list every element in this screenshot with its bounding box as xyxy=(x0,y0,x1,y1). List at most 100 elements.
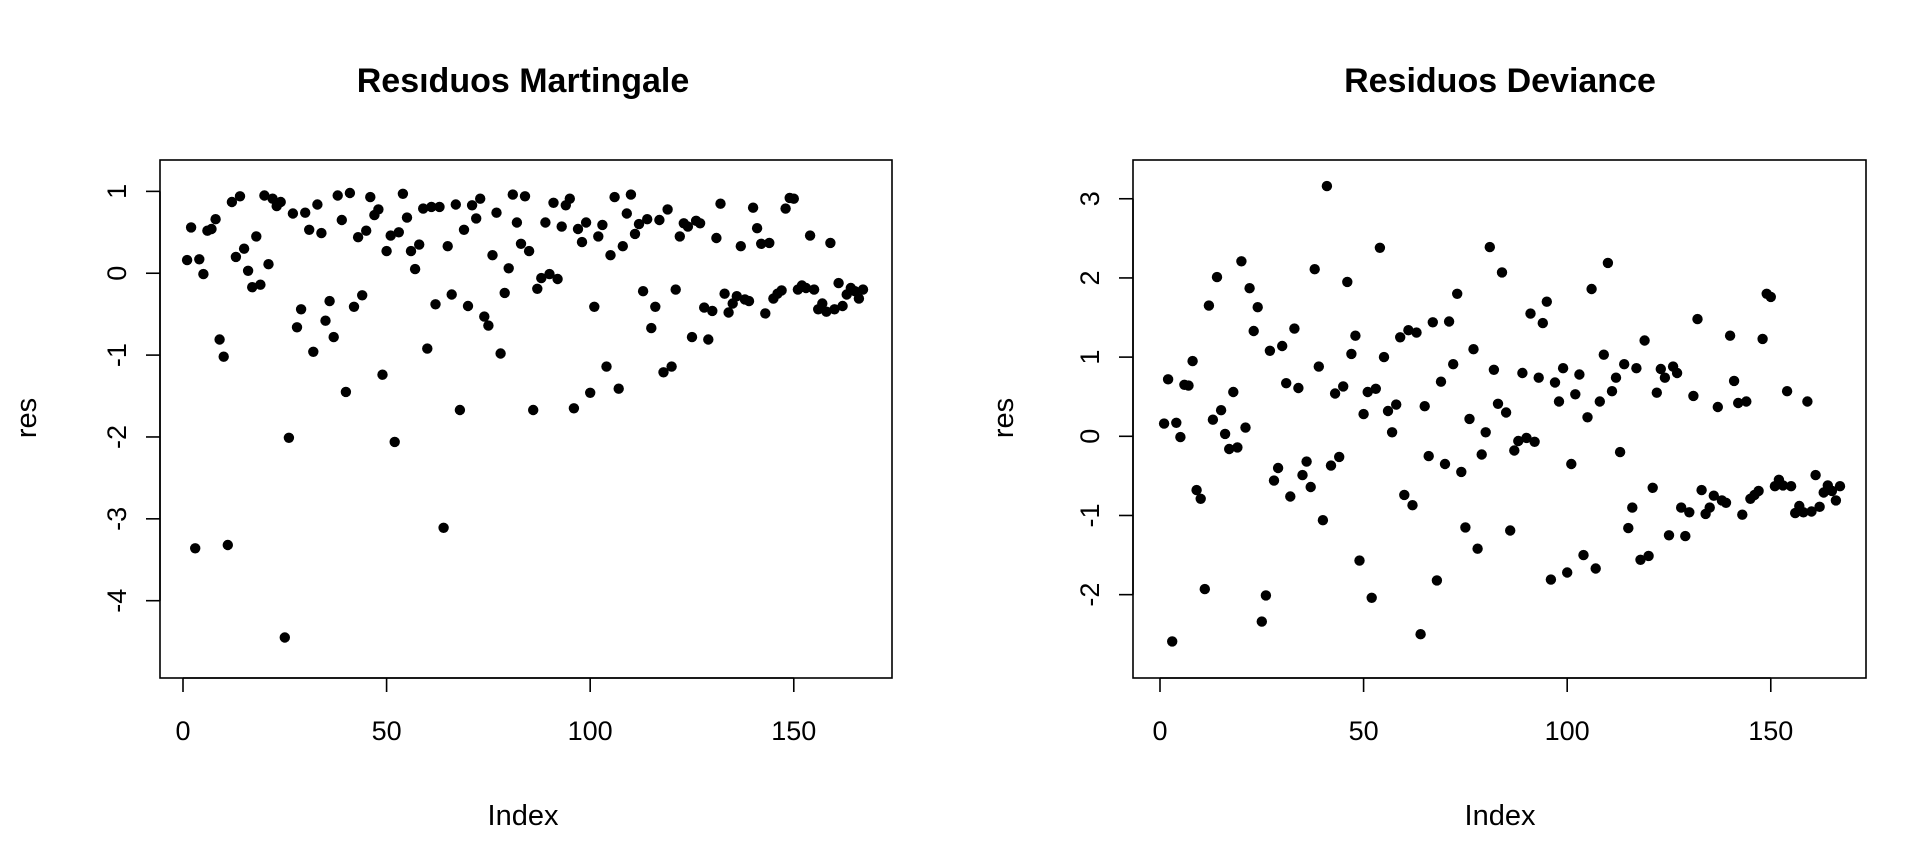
data-point xyxy=(1427,317,1439,328)
x-tick-label: 150 xyxy=(1748,716,1793,746)
data-point xyxy=(825,237,836,249)
data-point xyxy=(715,198,726,209)
data-point xyxy=(495,348,506,359)
y-tick-label: 1 xyxy=(102,184,132,199)
data-point xyxy=(707,305,718,317)
data-point xyxy=(247,282,258,293)
data-point xyxy=(279,632,290,643)
data-point xyxy=(1187,355,1198,367)
data-point xyxy=(743,295,755,307)
data-point xyxy=(507,189,518,200)
data-point xyxy=(438,522,449,533)
data-point xyxy=(853,293,865,304)
plot-frame xyxy=(159,159,893,679)
data-point xyxy=(1411,327,1422,338)
data-point xyxy=(662,204,673,215)
data-point xyxy=(1195,493,1206,504)
x-axis: 0 50 100 150 xyxy=(1152,677,1793,746)
data-point xyxy=(1423,450,1434,462)
data-point xyxy=(1684,507,1695,518)
data-point xyxy=(1712,401,1724,413)
data-point xyxy=(658,367,669,378)
data-point xyxy=(1439,458,1451,470)
data-point xyxy=(230,251,242,263)
data-point xyxy=(1590,563,1601,574)
x-tick-label: 0 xyxy=(1152,716,1167,746)
chart-title: Resıduos Martingale xyxy=(357,62,690,100)
data-point xyxy=(218,351,229,362)
data-point xyxy=(637,286,649,297)
data-point xyxy=(674,231,685,242)
data-point xyxy=(1728,375,1740,387)
data-point xyxy=(756,238,767,249)
data-point xyxy=(552,273,563,285)
data-point xyxy=(1810,469,1821,481)
data-point xyxy=(385,230,396,241)
data-point xyxy=(556,221,567,232)
data-point xyxy=(1704,502,1715,513)
data-point xyxy=(1281,378,1292,389)
data-point xyxy=(760,308,771,319)
data-point xyxy=(1741,396,1752,407)
data-point xyxy=(597,219,608,231)
data-point xyxy=(1285,491,1296,502)
data-point xyxy=(1350,330,1361,341)
data-point xyxy=(1167,636,1178,647)
data-point xyxy=(666,361,677,372)
data-point xyxy=(1553,396,1565,407)
data-point xyxy=(389,436,400,448)
data-point xyxy=(352,232,364,243)
data-point xyxy=(361,225,372,236)
data-point xyxy=(703,334,714,345)
data-point xyxy=(1525,308,1536,319)
data-point xyxy=(694,218,706,229)
data-point xyxy=(1378,351,1390,363)
data-point xyxy=(1578,549,1589,561)
data-point xyxy=(393,227,404,238)
data-point xyxy=(1293,382,1304,394)
data-point xyxy=(1395,332,1406,343)
x-tick-label: 100 xyxy=(1545,716,1590,746)
y-tick-label: -1 xyxy=(102,343,132,367)
data-point xyxy=(1492,398,1504,409)
y-tick-label: 0 xyxy=(1075,429,1105,444)
data-point xyxy=(1374,242,1386,253)
data-point xyxy=(426,201,437,213)
data-point xyxy=(1521,432,1532,444)
data-point xyxy=(821,306,832,317)
data-point xyxy=(1268,475,1280,486)
data-point xyxy=(312,199,323,210)
data-point xyxy=(1435,376,1447,387)
data-point xyxy=(1635,554,1646,565)
data-point xyxy=(434,201,445,213)
data-point xyxy=(564,193,575,204)
data-point xyxy=(515,238,527,249)
data-point xyxy=(1765,291,1777,303)
x-axis-label: Index xyxy=(1465,800,1536,832)
data-point xyxy=(185,222,197,233)
data-point xyxy=(206,223,217,235)
data-point xyxy=(1757,333,1768,345)
data-point xyxy=(699,302,710,313)
data-point xyxy=(1798,507,1809,518)
data-point xyxy=(1199,583,1211,595)
martingale-panel: Resıduos Martingale Index res 0 50 100 150 … xyxy=(11,62,893,832)
data-point xyxy=(1370,383,1382,394)
data-point xyxy=(1533,372,1544,383)
data-point xyxy=(1399,489,1410,501)
data-point xyxy=(1219,428,1231,440)
data-point xyxy=(788,193,799,204)
y-tick-label: 2 xyxy=(1075,270,1105,285)
x-tick-label: 150 xyxy=(771,716,816,746)
data-point xyxy=(523,245,535,257)
y-tick-label: -2 xyxy=(1075,583,1105,607)
data-point xyxy=(605,250,616,261)
data-point xyxy=(1162,374,1174,385)
data-point xyxy=(1814,501,1825,512)
data-point xyxy=(405,245,417,257)
y-axis-label: res xyxy=(11,398,43,438)
data-point xyxy=(397,188,409,199)
data-point xyxy=(1325,460,1337,471)
data-point xyxy=(1708,490,1720,501)
data-point xyxy=(1443,316,1455,327)
